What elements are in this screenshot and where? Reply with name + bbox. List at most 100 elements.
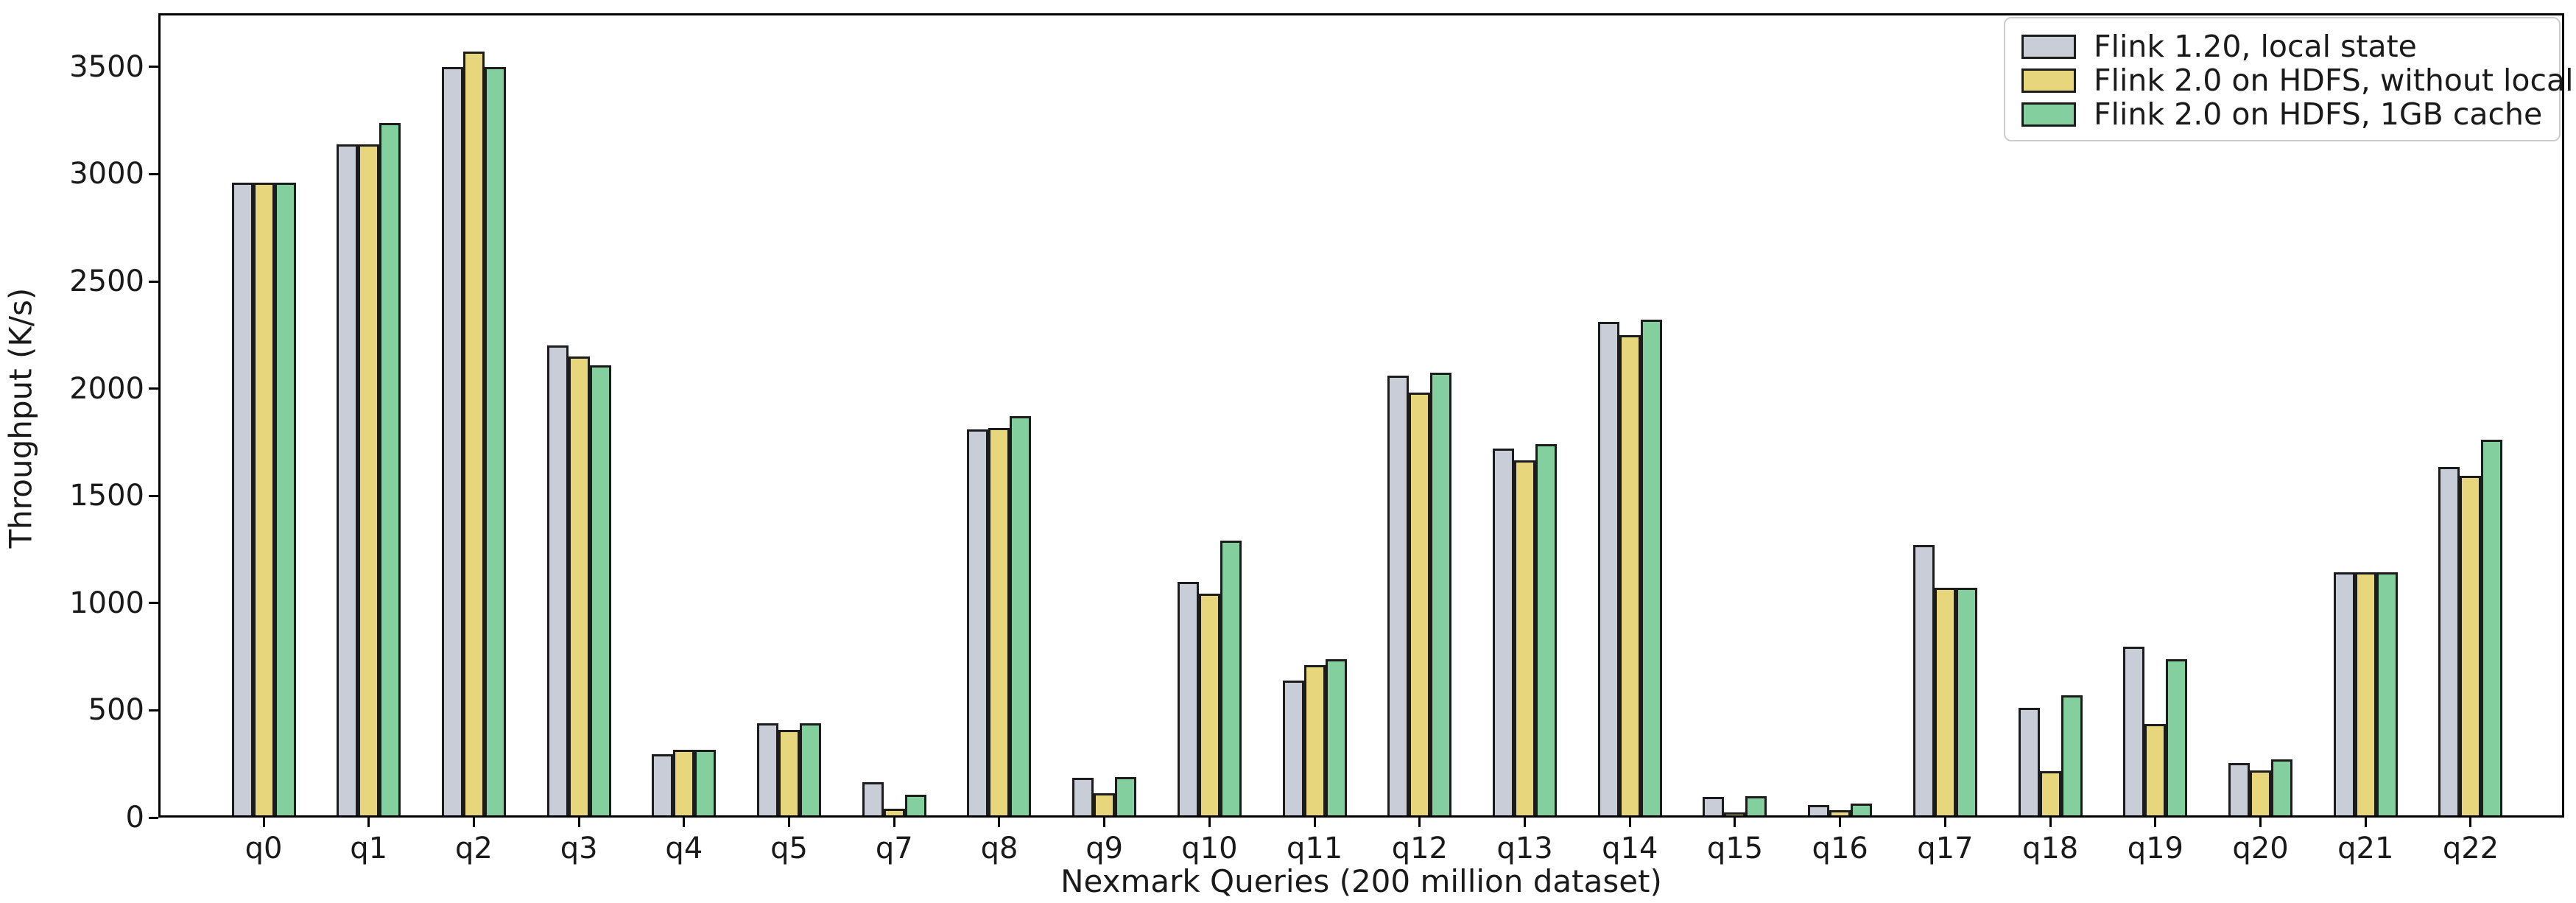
- bar-q16-series2: [1829, 809, 1851, 818]
- x-tick: [998, 818, 1001, 827]
- x-tick: [683, 818, 686, 827]
- bar-q22-series1: [2438, 466, 2460, 818]
- y-tick-label: 2500: [69, 264, 144, 298]
- bar-q17-series2: [1934, 588, 1956, 818]
- bar-q8-series3: [1010, 416, 1032, 818]
- y-tick: [149, 494, 158, 497]
- bar-q22-series2: [2460, 475, 2482, 818]
- x-tick-label: q15: [1706, 832, 1764, 865]
- x-tick: [2364, 818, 2367, 827]
- x-tick-label: q9: [1085, 832, 1124, 865]
- x-tick-label: q7: [875, 832, 913, 865]
- legend-swatch-icon: [2021, 102, 2076, 127]
- bar-q9-series1: [1072, 778, 1094, 818]
- x-tick: [262, 818, 265, 827]
- bar-q15-series2: [1724, 812, 1746, 818]
- y-tick: [149, 66, 158, 68]
- bar-q2-series3: [484, 66, 506, 818]
- x-tick-label: q22: [2442, 832, 2499, 865]
- bar-q8-series2: [988, 428, 1010, 818]
- bar-q19-series2: [2144, 724, 2167, 818]
- bar-q15-series1: [1703, 797, 1725, 818]
- x-tick: [1103, 818, 1106, 827]
- bar-q20-series2: [2250, 770, 2272, 818]
- bar-q9-series2: [1094, 793, 1116, 818]
- x-tick-label: q5: [770, 832, 808, 865]
- bar-q9-series3: [1115, 776, 1137, 818]
- x-tick-label: q19: [2127, 832, 2183, 865]
- x-tick: [1313, 818, 1316, 827]
- bar-q4-series1: [652, 754, 674, 818]
- bar-q16-series3: [1851, 804, 1873, 818]
- bar-q19-series3: [2166, 658, 2188, 818]
- x-tick: [1524, 818, 1527, 827]
- bar-q5-series1: [757, 723, 779, 818]
- x-tick: [2154, 818, 2157, 827]
- x-tick-label: q16: [1812, 832, 1868, 865]
- legend-label: Flink 1.20, local state: [2094, 29, 2417, 64]
- legend-item: Flink 2.0 on HDFS, 1GB cache: [2021, 98, 2559, 131]
- x-tick: [788, 818, 791, 827]
- x-tick: [1943, 818, 1946, 827]
- bar-q21-series1: [2333, 572, 2355, 818]
- x-tick: [2259, 818, 2262, 827]
- x-tick-label: q4: [665, 832, 703, 865]
- bar-q0-series2: [253, 183, 275, 818]
- bar-q12-series3: [1430, 372, 1452, 818]
- bar-q22-series3: [2481, 440, 2503, 818]
- bar-q18-series1: [2018, 708, 2040, 818]
- x-tick-label: q1: [350, 832, 388, 865]
- y-tick-label: 500: [88, 693, 144, 728]
- bar-q17-series1: [1912, 545, 1935, 818]
- bar-q20-series1: [2228, 762, 2251, 818]
- bar-q3-series1: [546, 345, 569, 818]
- bar-q5-series3: [800, 723, 822, 818]
- bar-q14-series1: [1597, 322, 1619, 818]
- bar-q2-series2: [462, 52, 485, 818]
- x-tick-label: q17: [1917, 832, 1974, 865]
- bar-q3-series3: [589, 365, 611, 818]
- y-tick: [149, 280, 158, 283]
- y-tick-label: 3500: [69, 49, 144, 84]
- bar-q11-series2: [1303, 665, 1326, 818]
- bar-q11-series3: [1325, 658, 1347, 818]
- bar-q12-series2: [1409, 393, 1431, 818]
- y-tick: [149, 709, 158, 711]
- x-tick: [472, 818, 475, 827]
- x-tick-label: q20: [2232, 832, 2289, 865]
- x-tick: [1839, 818, 1842, 827]
- bar-q7-series2: [883, 809, 905, 818]
- y-tick-label: 1500: [69, 479, 144, 513]
- bar-q3-series2: [568, 356, 590, 818]
- x-tick: [577, 818, 580, 827]
- x-tick-label: q13: [1496, 832, 1553, 865]
- legend-item: Flink 2.0 on HDFS, without local cache: [2021, 64, 2576, 97]
- x-tick: [2049, 818, 2052, 827]
- bar-q12-series1: [1387, 376, 1410, 818]
- x-tick-label: q11: [1286, 832, 1343, 865]
- bar-q0-series3: [274, 183, 296, 818]
- bar-q0-series1: [231, 183, 253, 818]
- bar-q13-series1: [1493, 449, 1515, 818]
- x-tick-label: q10: [1181, 832, 1238, 865]
- bar-q21-series2: [2354, 572, 2376, 818]
- bar-q1-series1: [337, 144, 359, 818]
- y-tick: [149, 172, 158, 175]
- bar-q13-series3: [1535, 444, 1558, 818]
- x-tick: [1418, 818, 1421, 827]
- x-tick: [893, 818, 895, 827]
- bar-q2-series1: [441, 66, 463, 818]
- y-tick-label: 1000: [69, 586, 144, 620]
- bar-q7-series3: [904, 795, 926, 818]
- legend-swatch-icon: [2021, 35, 2076, 59]
- bar-q8-series1: [967, 429, 989, 818]
- bar-q14-series2: [1619, 334, 1641, 818]
- bar-q1-series2: [358, 144, 380, 818]
- legend-swatch-icon: [2021, 68, 2076, 93]
- bar-q5-series2: [778, 729, 800, 818]
- x-tick-label: q0: [244, 832, 283, 865]
- bar-q4-series2: [673, 750, 695, 818]
- bar-q15-series3: [1745, 795, 1767, 818]
- x-tick-label: q3: [560, 832, 598, 865]
